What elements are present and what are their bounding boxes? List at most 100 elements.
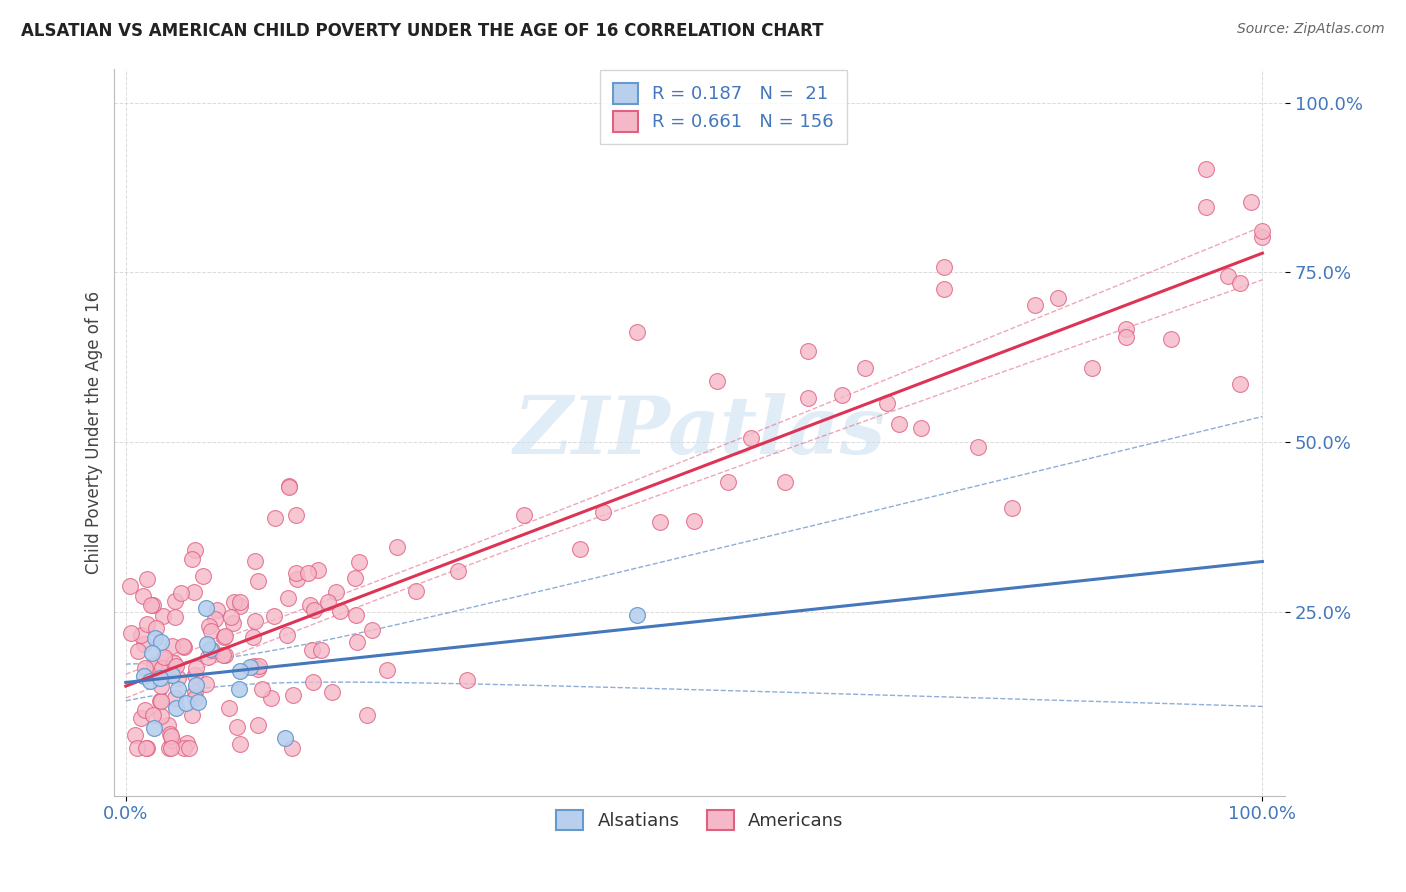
Point [134, 637, 156, 651]
Point [141, 646, 163, 660]
Point [224, 594, 246, 608]
Point [797, 392, 820, 406]
Point [198, 619, 221, 633]
Point [934, 260, 956, 274]
Point [377, 664, 399, 678]
Point [165, 701, 187, 715]
Point [1001, 501, 1024, 516]
Point [125, 741, 148, 756]
Point [165, 659, 187, 673]
Point [183, 542, 205, 557]
Point [132, 589, 155, 603]
Point [344, 607, 367, 622]
Point [239, 659, 262, 673]
Point [1194, 162, 1216, 177]
Point [153, 652, 176, 666]
Point [228, 599, 250, 614]
Point [173, 741, 195, 756]
Point [143, 657, 166, 672]
Point [569, 541, 592, 556]
Point [740, 431, 762, 445]
Point [172, 640, 194, 654]
Point [160, 741, 183, 756]
Point [301, 643, 323, 657]
Point [183, 585, 205, 599]
Point [218, 701, 240, 715]
Point [149, 671, 172, 685]
Point [876, 396, 898, 410]
Point [316, 595, 339, 609]
Point [187, 695, 209, 709]
Point [1194, 200, 1216, 214]
Point [165, 593, 187, 607]
Point [302, 675, 325, 690]
Point [247, 658, 270, 673]
Point [250, 682, 273, 697]
Point [281, 741, 304, 756]
Point [162, 657, 184, 671]
Point [136, 617, 159, 632]
Point [139, 598, 162, 612]
Point [347, 554, 370, 568]
Y-axis label: Child Poverty Under the Age of 16: Child Poverty Under the Age of 16 [86, 291, 103, 574]
Point [127, 644, 149, 658]
Point [278, 479, 301, 493]
Point [149, 635, 172, 649]
Point [1046, 291, 1069, 305]
Point [228, 595, 250, 609]
Point [1218, 269, 1240, 284]
Point [160, 730, 183, 744]
Point [385, 540, 408, 554]
Point [200, 641, 222, 656]
Point [283, 688, 305, 702]
Point [162, 733, 184, 747]
Point [184, 668, 207, 682]
Point [1160, 332, 1182, 346]
Point [1229, 377, 1251, 392]
Point [149, 694, 172, 708]
Point [214, 629, 236, 643]
Point [120, 578, 142, 592]
Point [160, 639, 183, 653]
Point [512, 508, 534, 522]
Point [285, 566, 308, 581]
Point [149, 680, 172, 694]
Point [142, 722, 165, 736]
Point [214, 648, 236, 663]
Point [181, 551, 204, 566]
Point [887, 417, 910, 431]
Point [135, 572, 157, 586]
Point [207, 603, 229, 617]
Point [225, 721, 247, 735]
Point [183, 685, 205, 699]
Point [648, 515, 671, 529]
Point [277, 478, 299, 492]
Point [831, 388, 853, 402]
Point [1024, 298, 1046, 312]
Point [134, 661, 156, 675]
Point [592, 505, 614, 519]
Point [157, 718, 180, 732]
Text: ZIPatlas: ZIPatlas [513, 393, 886, 471]
Point [274, 731, 297, 745]
Point [285, 508, 308, 523]
Point [152, 608, 174, 623]
Point [152, 670, 174, 684]
Point [129, 711, 152, 725]
Point [246, 662, 269, 676]
Point [773, 475, 796, 489]
Point [204, 612, 226, 626]
Point [329, 604, 352, 618]
Point [134, 703, 156, 717]
Point [309, 643, 332, 657]
Point [1115, 322, 1137, 336]
Point [263, 608, 285, 623]
Point [277, 591, 299, 605]
Point [302, 603, 325, 617]
Point [141, 707, 163, 722]
Point [276, 628, 298, 642]
Point [221, 609, 243, 624]
Point [195, 601, 218, 615]
Point [1081, 361, 1104, 376]
Point [706, 374, 728, 388]
